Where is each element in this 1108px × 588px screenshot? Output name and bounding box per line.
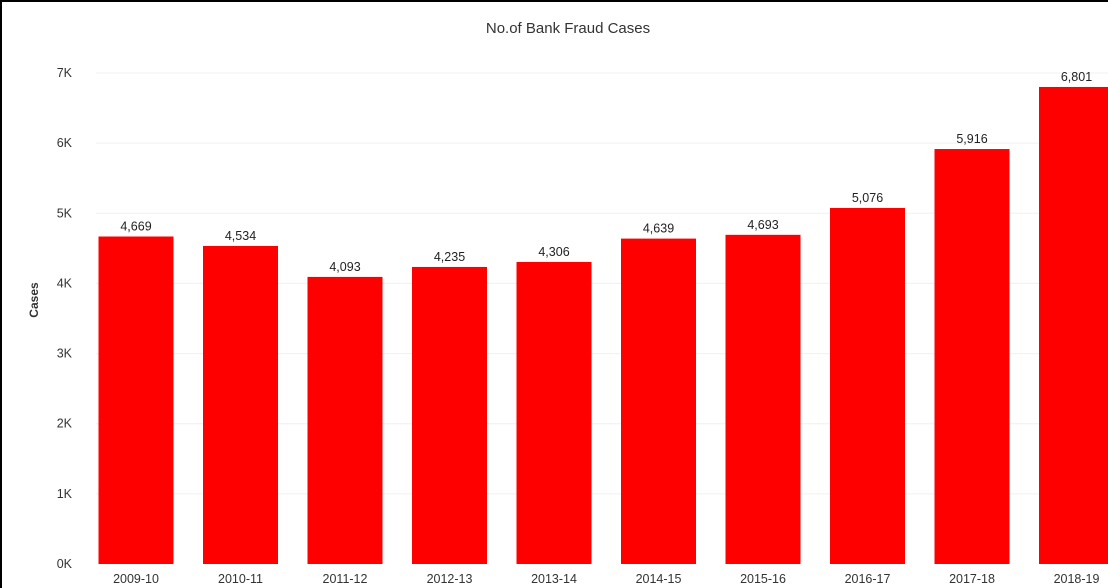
bar-value-label: 4,235: [434, 250, 465, 264]
value-labels: 4,669 4,534 4,093 4,235 4,306 4,639 4,693 5,076…: [120, 70, 1092, 274]
x-tick-label: 2017-18: [949, 572, 995, 586]
y-tick-label: 3K: [57, 347, 73, 361]
bar-value-label: 4,306: [538, 245, 569, 259]
x-tick-label: 2015-16: [740, 572, 786, 586]
y-axis-ticks: 0K 1K 2K 3K 4K 5K 6K 7K: [57, 66, 73, 571]
x-tick-label: 2018-19: [1054, 572, 1100, 586]
y-tick-label: 4K: [57, 276, 73, 290]
y-tick-label: 2K: [57, 417, 73, 431]
x-axis-ticks: 2009-10 2010-11 2011-12 2012-13 2013-14 2014-…: [113, 572, 1099, 586]
bars: [98, 86, 1108, 565]
bar-value-label: 4,093: [329, 260, 360, 274]
x-tick-label: 2016-17: [845, 572, 891, 586]
bar: [203, 245, 278, 564]
bar-value-label: 5,916: [956, 132, 987, 146]
bar-value-label: 5,076: [852, 191, 883, 205]
bar-value-label: 6,801: [1061, 70, 1092, 84]
bar: [1039, 86, 1108, 564]
bar: [725, 234, 801, 564]
bar-value-label: 4,693: [747, 218, 778, 232]
x-tick-label: 2009-10: [113, 572, 159, 586]
y-tick-label: 7K: [57, 66, 73, 80]
bar-value-label: 4,639: [643, 222, 674, 236]
bar: [412, 266, 487, 564]
bar: [307, 276, 383, 564]
bar-value-label: 4,669: [120, 220, 151, 234]
y-tick-label: 1K: [57, 487, 73, 501]
bar: [934, 149, 1010, 564]
bar: [98, 236, 174, 565]
x-tick-label: 2011-12: [323, 572, 368, 586]
bar: [621, 238, 696, 564]
y-tick-label: 0K: [57, 557, 73, 571]
x-tick-label: 2012-13: [427, 572, 473, 586]
x-tick-label: 2010-11: [218, 572, 263, 586]
x-tick-label: 2013-14: [531, 572, 577, 586]
bar: [830, 207, 905, 564]
chart-title: No.of Bank Fraud Cases: [486, 20, 650, 37]
bar: [516, 261, 592, 564]
y-tick-label: 5K: [57, 206, 73, 220]
y-axis-label: Cases: [27, 282, 41, 318]
y-tick-label: 6K: [57, 136, 73, 150]
x-tick-label: 2014-15: [636, 572, 682, 586]
bar-value-label: 4,534: [225, 229, 256, 243]
